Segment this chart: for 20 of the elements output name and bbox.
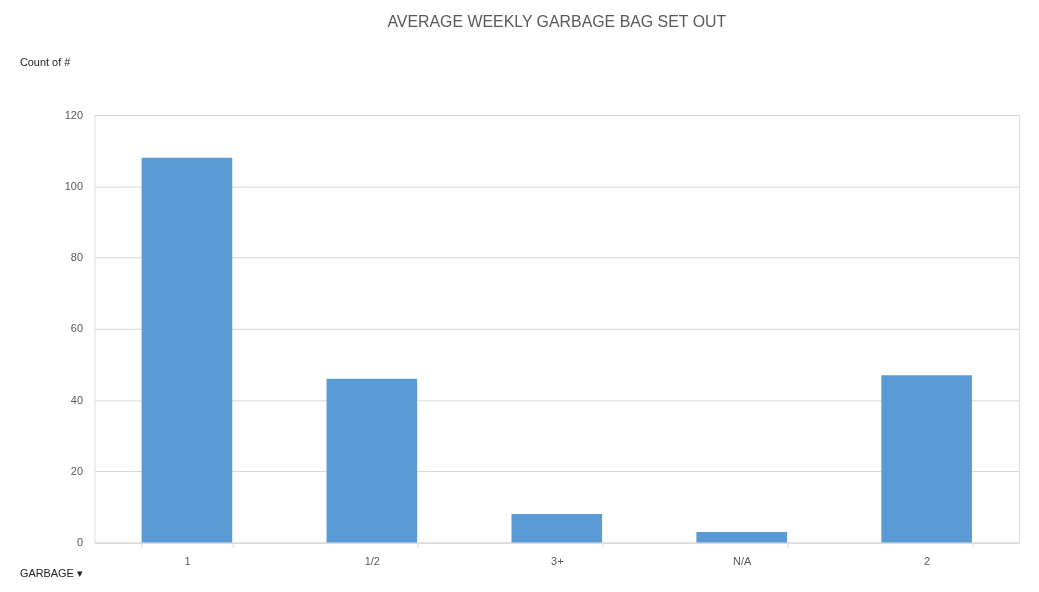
x-tick-label: 3+ — [551, 554, 564, 567]
bar — [141, 157, 233, 543]
y-tick-label: 60 — [70, 322, 84, 335]
bar — [511, 514, 603, 543]
x-tick-label: 1 — [184, 554, 191, 567]
y-tick-label: 40 — [70, 393, 84, 406]
y-tick-label: 0 — [76, 536, 84, 549]
y-tick-label: 100 — [64, 179, 84, 192]
text: Count of # — [19, 56, 72, 69]
chart-title: AVERAGE WEEKLY GARBAGE BAG SET OUT — [387, 12, 727, 30]
bar — [881, 375, 972, 543]
y-tick-label: 120 — [64, 108, 84, 121]
text: GARBAGE ▾ — [19, 567, 83, 580]
bar — [696, 531, 788, 543]
x-tick-label: 1/2 — [364, 554, 380, 567]
x-tick-label: 2 — [924, 554, 931, 567]
y-tick-label: 80 — [70, 251, 84, 264]
x-tick-label: N/A — [733, 554, 753, 567]
bar — [326, 378, 418, 543]
y-tick-label: 20 — [70, 464, 84, 477]
